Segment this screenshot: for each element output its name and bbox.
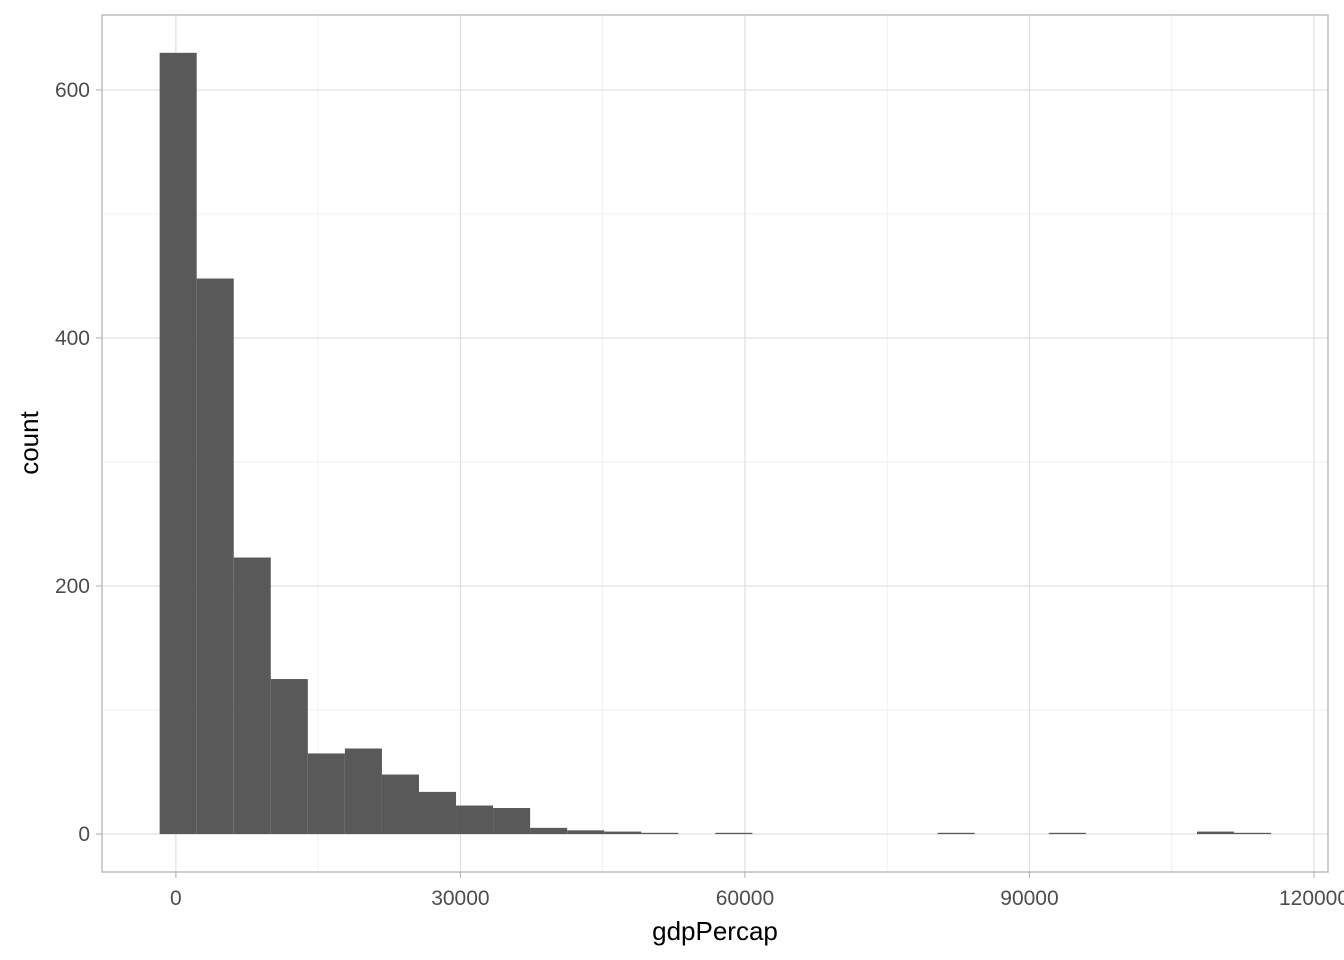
histogram-bar (530, 827, 568, 835)
histogram-bar (381, 774, 419, 835)
y-tick-label: 400 (55, 327, 90, 350)
histogram-bar (270, 679, 308, 835)
x-tick-label: 0 (170, 887, 182, 910)
y-tick-label: 200 (55, 575, 90, 598)
x-axis-title: gdpPercap (652, 916, 778, 946)
histogram-bar (307, 753, 345, 835)
x-tick-label: 90000 (1000, 887, 1058, 910)
histogram-bar (1234, 832, 1272, 835)
histogram-bar (937, 832, 975, 835)
x-tick-label: 120000 (1279, 887, 1344, 910)
histogram-bar (456, 805, 494, 835)
bars (159, 52, 1272, 835)
y-tick-label: 0 (78, 823, 90, 846)
y-axis-title: count (14, 410, 44, 474)
histogram-bar (1048, 832, 1086, 835)
x-tick-label: 30000 (431, 887, 489, 910)
grid (102, 15, 1328, 872)
histogram-bar (418, 791, 457, 835)
histogram-bar (715, 832, 753, 835)
histogram-bar (567, 830, 605, 835)
histogram-bar (493, 808, 531, 835)
x-tick-label: 60000 (716, 887, 774, 910)
y-tick-label: 600 (55, 79, 90, 102)
histogram-bar (604, 831, 642, 835)
histogram-bar (641, 832, 679, 835)
histogram-bar (159, 52, 197, 835)
panel-border (101, 14, 1329, 873)
histogram-bar (1196, 831, 1235, 835)
histogram-bar (196, 278, 234, 835)
histogram-bar (233, 557, 271, 835)
ticks: 0 30000 60000 90000 120000 0 200 400 600 (55, 79, 1344, 910)
histogram-bar (344, 748, 382, 835)
